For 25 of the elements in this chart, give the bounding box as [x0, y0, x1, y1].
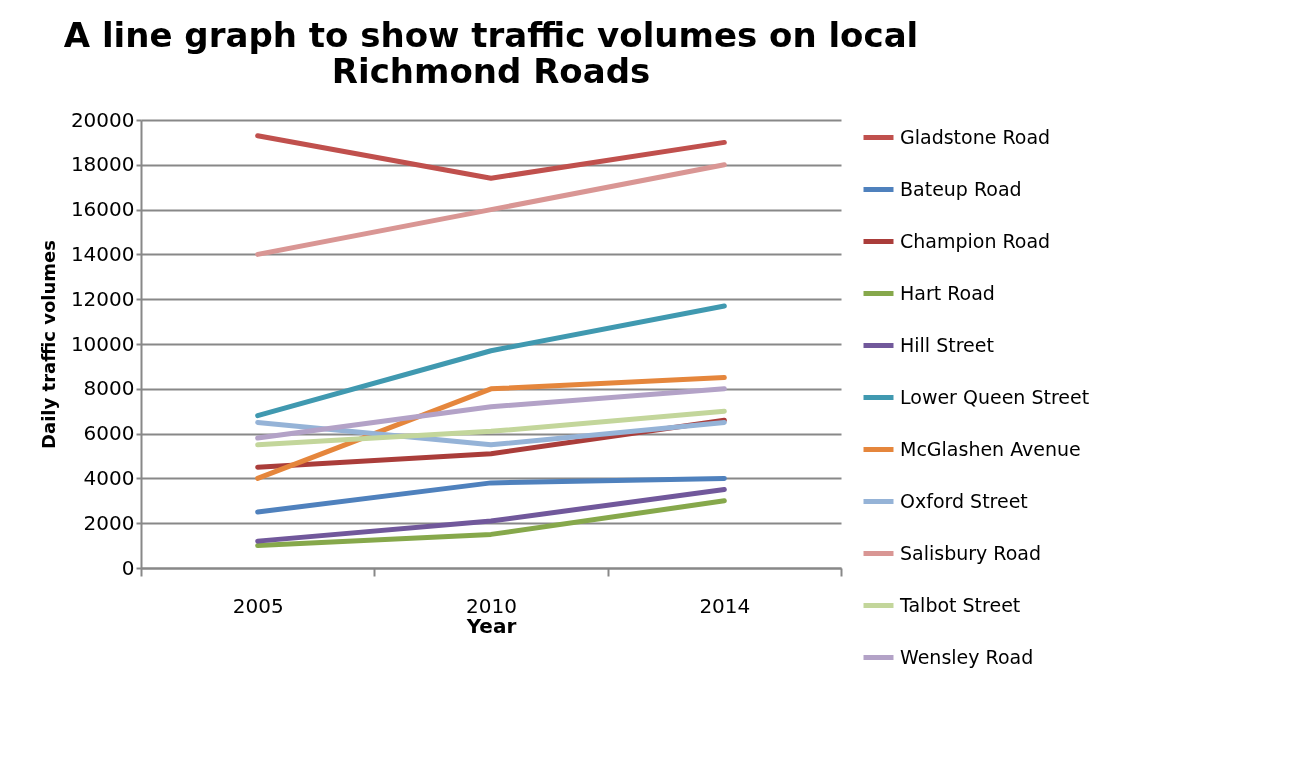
x-tick-label: 2005: [232, 593, 284, 618]
y-axis-title: Daily traffic volumes: [37, 240, 59, 449]
legend-label: Talbot Street: [899, 593, 1021, 616]
y-tick-label: 18000: [70, 152, 135, 177]
legend-label: Lower Queen Street: [900, 385, 1090, 408]
legend-label: Oxford Street: [900, 489, 1028, 512]
y-tick-label: 0: [121, 555, 135, 580]
y-tick-label: 8000: [83, 376, 135, 401]
y-tick-label: 2000: [83, 510, 135, 535]
y-tick-label: 20000: [70, 107, 135, 132]
y-tick-label: 4000: [83, 465, 135, 490]
legend-label: Hill Street: [900, 333, 994, 356]
y-tick-label: 6000: [83, 421, 135, 446]
x-tick-label: 2014: [699, 593, 751, 618]
y-tick-label: 12000: [70, 286, 135, 311]
y-tick-label: 10000: [70, 331, 135, 356]
legend-label: Wensley Road: [900, 645, 1034, 668]
legend-label: Champion Road: [900, 229, 1051, 252]
legend-label: Bateup Road: [900, 177, 1022, 200]
legend-label: Hart Road: [900, 281, 995, 304]
y-tick-label: 16000: [70, 197, 135, 222]
y-tick-label: 14000: [70, 241, 135, 266]
legend-label: Gladstone Road: [900, 125, 1051, 148]
legend-label: McGlashen Avenue: [900, 437, 1081, 460]
legend-label: Salisbury Road: [900, 541, 1042, 564]
